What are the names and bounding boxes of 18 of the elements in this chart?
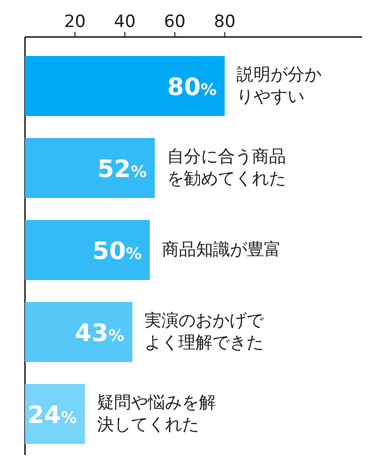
y-tick-label: 自分に合う商品を勧めてくれた <box>166 146 287 190</box>
data-label: 24% <box>27 401 77 429</box>
data-label: 80% <box>167 73 217 101</box>
y-tick-label: 実演のおかげでよく理解できた <box>144 310 265 354</box>
data-label: 52% <box>97 155 147 183</box>
x-tick-label: 80 <box>214 12 236 32</box>
bar <box>25 220 150 280</box>
bar <box>25 138 155 198</box>
x-tick-label: 20 <box>64 12 86 32</box>
y-tick-label: 商品知識が豊富 <box>162 239 281 261</box>
x-tick-label: 40 <box>114 12 136 32</box>
x-tick-label: 60 <box>164 12 186 32</box>
data-label: 50% <box>92 237 142 265</box>
y-tick-label: 疑問や悩みを解決してくれた <box>96 392 217 436</box>
bar <box>25 56 225 116</box>
data-label: 43% <box>74 319 124 347</box>
y-tick-label: 説明が分かりやすい <box>236 64 323 108</box>
bar <box>25 302 132 362</box>
